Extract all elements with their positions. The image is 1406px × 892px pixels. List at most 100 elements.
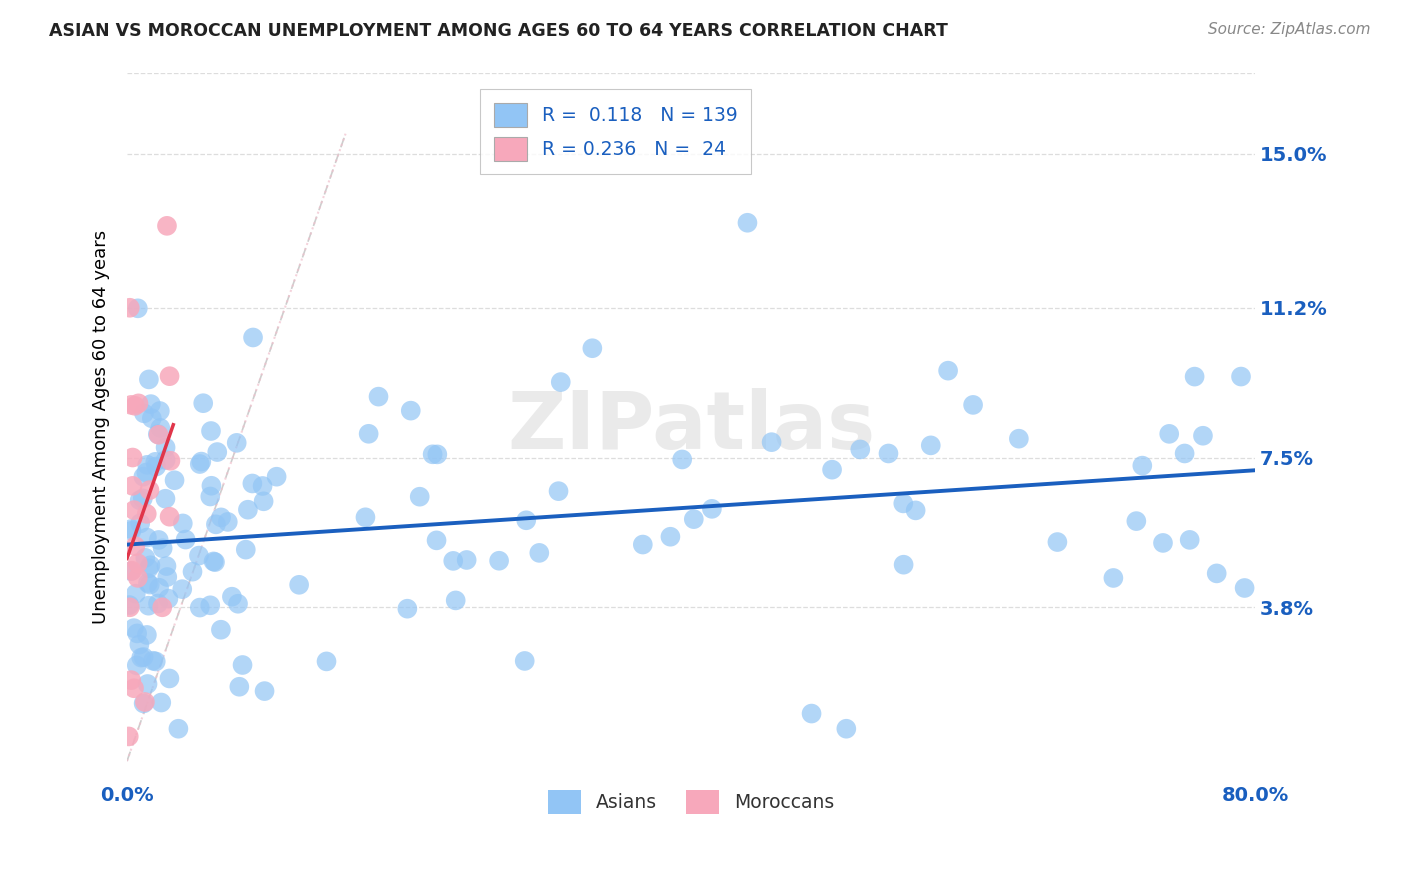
Point [136,677,159,691]
Point [139,397,162,411]
Point [155,559,177,574]
Point [157,591,180,606]
Point [515,513,537,527]
Point [200,424,222,438]
Point [127,396,149,410]
Point [207,445,229,459]
Point [425,533,447,548]
Point [200,490,222,504]
Point [422,447,444,461]
Point [1174,446,1197,460]
Point [159,454,181,468]
Point [631,537,654,551]
Point [800,706,823,721]
Point [135,507,157,521]
Point [409,490,432,504]
Point [146,427,169,442]
Point [700,501,723,516]
Point [226,597,249,611]
Point [132,469,155,483]
Text: ASIAN VS MOROCCAN UNEMPLOYMENT AMONG AGES 60 TO 64 YEARS CORRELATION CHART: ASIAN VS MOROCCAN UNEMPLOYMENT AMONG AGE… [49,22,948,40]
Point [138,599,160,613]
Point [240,476,263,491]
Point [181,565,204,579]
Point [266,469,288,483]
Point [134,550,156,565]
Point [128,493,150,508]
Point [139,558,162,573]
Point [155,441,177,455]
Point [1233,581,1256,595]
Point [120,522,142,536]
Point [120,564,142,578]
Point [456,553,478,567]
Point [155,491,177,506]
Point [367,390,389,404]
Point [288,578,311,592]
Point [127,556,149,570]
Point [120,398,142,412]
Point [134,695,156,709]
Point [936,364,959,378]
Point [142,654,165,668]
Legend: Asians, Moroccans: Asians, Moroccans [536,779,846,825]
Point [426,447,449,461]
Point [581,341,603,355]
Point [121,450,143,465]
Point [163,473,186,487]
Point [136,576,159,591]
Point [659,530,682,544]
Point [190,454,212,468]
Point [156,570,179,584]
Point [156,219,179,233]
Text: Source: ZipAtlas.com: Source: ZipAtlas.com [1208,22,1371,37]
Point [441,554,464,568]
Point [121,564,143,578]
Point [118,730,141,744]
Point [120,673,142,687]
Point [513,654,536,668]
Point [488,554,510,568]
Point [135,628,157,642]
Point [209,623,232,637]
Point [235,542,257,557]
Point [124,539,146,553]
Point [904,503,927,517]
Point [1184,369,1206,384]
Point [121,479,143,493]
Point [671,452,693,467]
Point [315,654,337,668]
Point [127,571,149,585]
Point [122,681,145,696]
Point [129,650,152,665]
Point [148,427,170,442]
Point [150,696,173,710]
Point [202,554,225,568]
Point [354,510,377,524]
Point [225,435,247,450]
Point [1008,432,1031,446]
Point [149,404,172,418]
Point [1152,536,1174,550]
Point [139,577,162,591]
Point [242,330,264,344]
Point [1102,571,1125,585]
Point [399,403,422,417]
Point [132,650,155,665]
Point [236,502,259,516]
Point [205,517,228,532]
Point [529,546,551,560]
Point [761,435,783,450]
Point [188,457,211,471]
Point [159,672,181,686]
Point [135,466,157,480]
Point [877,446,900,460]
Point [547,484,569,499]
Point [167,722,190,736]
Point [141,411,163,425]
Point [132,697,155,711]
Point [920,438,942,452]
Y-axis label: Unemployment Among Ages 60 to 64 years: Unemployment Among Ages 60 to 64 years [93,230,110,624]
Point [125,587,148,601]
Point [172,582,194,596]
